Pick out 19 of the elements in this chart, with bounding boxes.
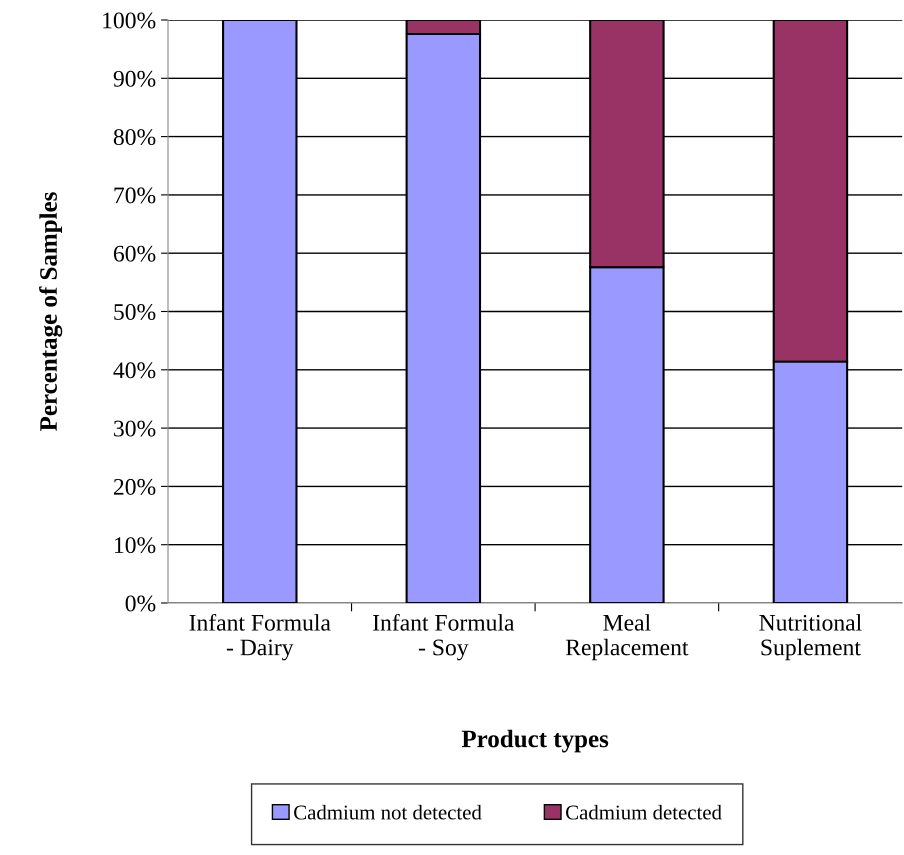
x-tick-label: Infant Formula - Soy	[373, 614, 514, 660]
x-tick-label: Infant Formula - Dairy	[189, 614, 331, 660]
x-tick-label: Meal Replacement	[566, 614, 688, 660]
x-axis-title: Product types	[462, 730, 608, 752]
y-tick-label: 70%	[114, 187, 156, 204]
y-tick-label: 10%	[114, 537, 156, 554]
x-tick-label: Nutritional Suplement	[759, 614, 862, 660]
y-tick-label: 60%	[114, 246, 156, 262]
y-tick-label: 30%	[114, 420, 156, 437]
y-tick-label: 90%	[114, 70, 156, 87]
y-tick-label: 80%	[114, 129, 156, 146]
y-tick-label: 40%	[113, 362, 156, 378]
y-tick-label: 20%	[114, 478, 156, 495]
legend-label: Cadmium not detected	[294, 804, 482, 820]
y-tick-label: 0%	[126, 595, 156, 612]
y-tick-label: 50%	[114, 304, 156, 320]
y-tick-label: 100%	[103, 12, 156, 28]
legend-label: Cadmium detected	[566, 804, 722, 820]
y-axis-title: Percentage of Samples	[39, 192, 62, 431]
